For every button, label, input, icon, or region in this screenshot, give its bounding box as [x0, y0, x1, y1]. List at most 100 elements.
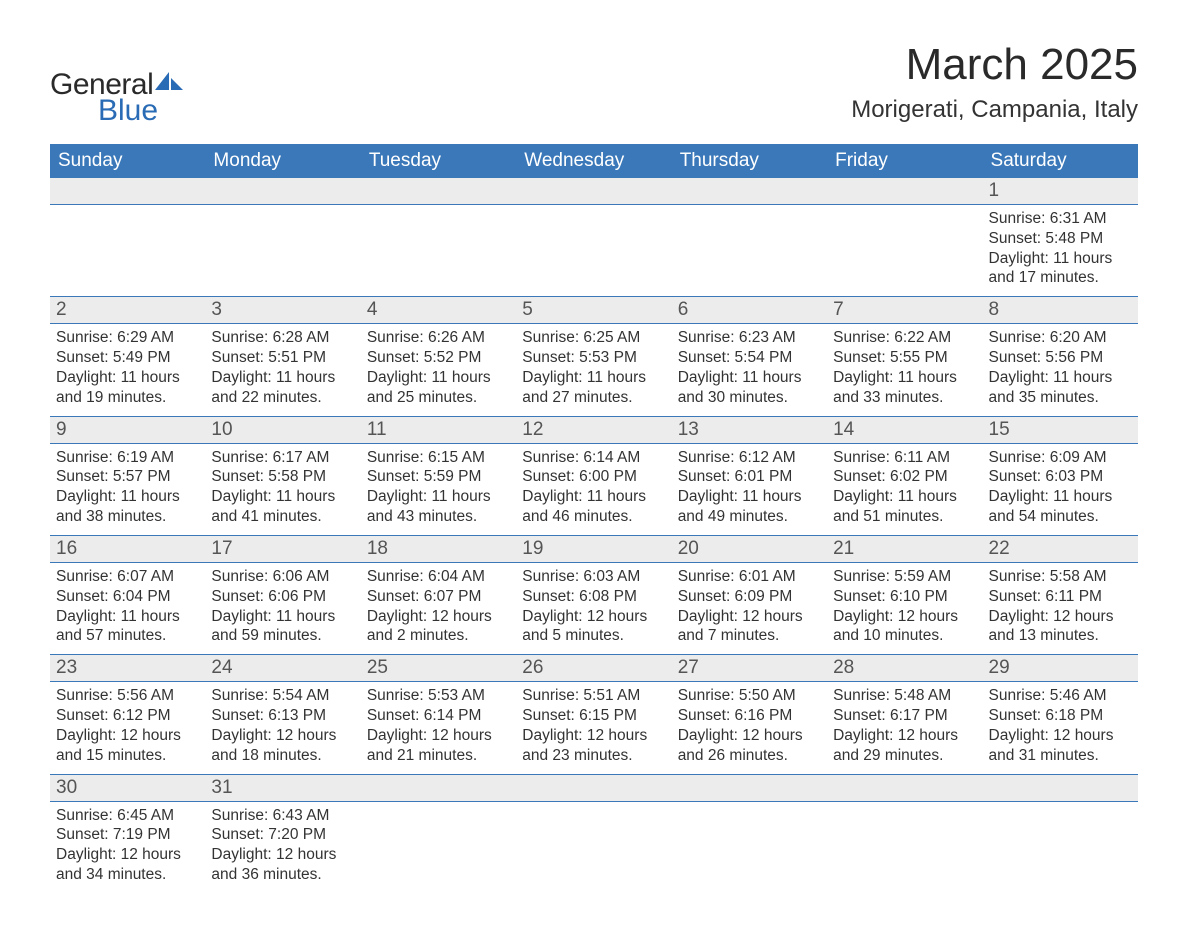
week-daynum-row: 23242526272829 — [50, 655, 1138, 682]
day-cell-data: Sunrise: 6:15 AMSunset: 5:59 PMDaylight:… — [361, 443, 516, 535]
day-day2: and 46 minutes. — [522, 507, 665, 527]
day-cell-num: 14 — [827, 416, 982, 443]
day-sunset: Sunset: 6:08 PM — [522, 587, 665, 607]
day-cell-num: 7 — [827, 297, 982, 324]
day-day1: Daylight: 12 hours — [367, 607, 510, 627]
day-sunrise: Sunrise: 5:56 AM — [56, 686, 199, 706]
day-day1: Daylight: 11 hours — [367, 368, 510, 388]
day-number: 29 — [983, 655, 1138, 681]
day-cell-num: 0 — [361, 178, 516, 205]
day-sunrise: Sunrise: 5:46 AM — [989, 686, 1132, 706]
day-number: 18 — [361, 536, 516, 562]
day-cell-num: 0 — [516, 178, 671, 205]
day-sunset: Sunset: 6:02 PM — [833, 467, 976, 487]
day-cell-num: 4 — [361, 297, 516, 324]
day-number: 26 — [516, 655, 671, 681]
day-day2: and 35 minutes. — [989, 388, 1132, 408]
day-sunrise: Sunrise: 5:51 AM — [522, 686, 665, 706]
day-cell-data: Sunrise: 6:25 AMSunset: 5:53 PMDaylight:… — [516, 324, 671, 416]
day-sunset: Sunset: 6:18 PM — [989, 706, 1132, 726]
day-number: 11 — [361, 417, 516, 443]
day-cell-num: 23 — [50, 655, 205, 682]
day-cell-num: 10 — [205, 416, 360, 443]
day-day1: Daylight: 11 hours — [367, 487, 510, 507]
week-daynum-row: 303100000 — [50, 774, 1138, 801]
day-cell-data: Sunrise: 5:46 AMSunset: 6:18 PMDaylight:… — [983, 682, 1138, 774]
day-day1: Daylight: 11 hours — [989, 368, 1132, 388]
day-sunset: Sunset: 6:12 PM — [56, 706, 199, 726]
day-sunrise: Sunrise: 6:20 AM — [989, 328, 1132, 348]
day-day2: and 27 minutes. — [522, 388, 665, 408]
logo: General Blue — [50, 70, 183, 126]
day-sunrise: Sunrise: 6:07 AM — [56, 567, 199, 587]
day-day2: and 31 minutes. — [989, 746, 1132, 766]
week-daynum-row: 2345678 — [50, 297, 1138, 324]
day-day1: Daylight: 11 hours — [211, 487, 354, 507]
day-cell-data: Sunrise: 6:26 AMSunset: 5:52 PMDaylight:… — [361, 324, 516, 416]
day-day2: and 26 minutes. — [678, 746, 821, 766]
day-number: 10 — [205, 417, 360, 443]
day-number: 8 — [983, 297, 1138, 323]
day-sunset: Sunset: 7:20 PM — [211, 825, 354, 845]
day-number: 17 — [205, 536, 360, 562]
day-cell-data: Sunrise: 6:01 AMSunset: 6:09 PMDaylight:… — [672, 562, 827, 654]
day-cell-data: Sunrise: 6:11 AMSunset: 6:02 PMDaylight:… — [827, 443, 982, 535]
day-number: 15 — [983, 417, 1138, 443]
day-day2: and 22 minutes. — [211, 388, 354, 408]
day-sunrise: Sunrise: 6:03 AM — [522, 567, 665, 587]
day-sunset: Sunset: 6:10 PM — [833, 587, 976, 607]
day-sunset: Sunset: 5:52 PM — [367, 348, 510, 368]
day-sunrise: Sunrise: 6:01 AM — [678, 567, 821, 587]
day-sunset: Sunset: 6:09 PM — [678, 587, 821, 607]
day-day1: Daylight: 12 hours — [678, 607, 821, 627]
day-cell-num: 0 — [516, 774, 671, 801]
day-number: 14 — [827, 417, 982, 443]
weekday-header-row: Sunday Monday Tuesday Wednesday Thursday… — [50, 144, 1138, 178]
day-sunset: Sunset: 6:15 PM — [522, 706, 665, 726]
day-day1: Daylight: 11 hours — [56, 607, 199, 627]
day-sunset: Sunset: 5:54 PM — [678, 348, 821, 368]
day-cell-num: 15 — [983, 416, 1138, 443]
day-day1: Daylight: 12 hours — [56, 726, 199, 746]
weekday-thu: Thursday — [672, 144, 827, 178]
day-cell-data: .... — [672, 801, 827, 893]
day-cell-num: 0 — [983, 774, 1138, 801]
day-day2: and 51 minutes. — [833, 507, 976, 527]
day-sunrise: Sunrise: 6:17 AM — [211, 448, 354, 468]
day-day1: Daylight: 11 hours — [989, 249, 1132, 269]
weekday-mon: Monday — [205, 144, 360, 178]
day-cell-num: 29 — [983, 655, 1138, 682]
day-day1: Daylight: 12 hours — [989, 726, 1132, 746]
day-day1: Daylight: 11 hours — [833, 368, 976, 388]
day-sunset: Sunset: 5:51 PM — [211, 348, 354, 368]
day-day1: Daylight: 11 hours — [522, 368, 665, 388]
day-cell-num: 11 — [361, 416, 516, 443]
day-sunset: Sunset: 6:14 PM — [367, 706, 510, 726]
day-number: 21 — [827, 536, 982, 562]
day-cell-data: Sunrise: 6:20 AMSunset: 5:56 PMDaylight:… — [983, 324, 1138, 416]
day-cell-data: Sunrise: 5:56 AMSunset: 6:12 PMDaylight:… — [50, 682, 205, 774]
day-cell-num: 30 — [50, 774, 205, 801]
day-number: 24 — [205, 655, 360, 681]
day-sunrise: Sunrise: 6:29 AM — [56, 328, 199, 348]
day-sunrise: Sunrise: 6:04 AM — [367, 567, 510, 587]
day-day2: and 19 minutes. — [56, 388, 199, 408]
day-cell-num: 24 — [205, 655, 360, 682]
day-cell-num: 20 — [672, 535, 827, 562]
day-cell-data: .... — [672, 205, 827, 297]
day-cell-data: Sunrise: 5:48 AMSunset: 6:17 PMDaylight:… — [827, 682, 982, 774]
day-cell-num: 0 — [672, 178, 827, 205]
day-sunrise: Sunrise: 6:12 AM — [678, 448, 821, 468]
day-cell-data: Sunrise: 6:03 AMSunset: 6:08 PMDaylight:… — [516, 562, 671, 654]
day-sunset: Sunset: 6:03 PM — [989, 467, 1132, 487]
day-day2: and 17 minutes. — [989, 268, 1132, 288]
day-cell-data: Sunrise: 6:23 AMSunset: 5:54 PMDaylight:… — [672, 324, 827, 416]
day-sunset: Sunset: 6:17 PM — [833, 706, 976, 726]
day-cell-data: Sunrise: 6:22 AMSunset: 5:55 PMDaylight:… — [827, 324, 982, 416]
day-number: 25 — [361, 655, 516, 681]
day-sunrise: Sunrise: 5:48 AM — [833, 686, 976, 706]
day-sunset: Sunset: 6:01 PM — [678, 467, 821, 487]
day-sunrise: Sunrise: 6:19 AM — [56, 448, 199, 468]
day-sunrise: Sunrise: 6:14 AM — [522, 448, 665, 468]
day-cell-data: Sunrise: 5:51 AMSunset: 6:15 PMDaylight:… — [516, 682, 671, 774]
